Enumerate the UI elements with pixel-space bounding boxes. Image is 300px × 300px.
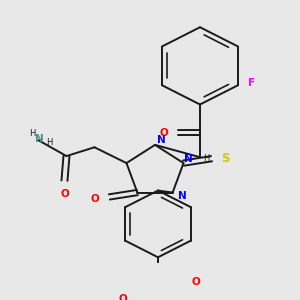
Text: F: F xyxy=(248,78,255,88)
Text: O: O xyxy=(60,189,69,200)
Text: N: N xyxy=(35,134,44,143)
Text: S: S xyxy=(221,152,230,165)
Text: N: N xyxy=(157,135,166,145)
Text: N: N xyxy=(184,154,193,164)
Text: H: H xyxy=(46,137,53,146)
Text: N: N xyxy=(178,191,186,201)
Text: O: O xyxy=(91,194,99,204)
Text: O: O xyxy=(159,128,168,138)
Text: H: H xyxy=(29,129,35,138)
Text: O: O xyxy=(192,277,201,287)
Text: O: O xyxy=(118,294,127,300)
Text: H: H xyxy=(203,154,209,164)
